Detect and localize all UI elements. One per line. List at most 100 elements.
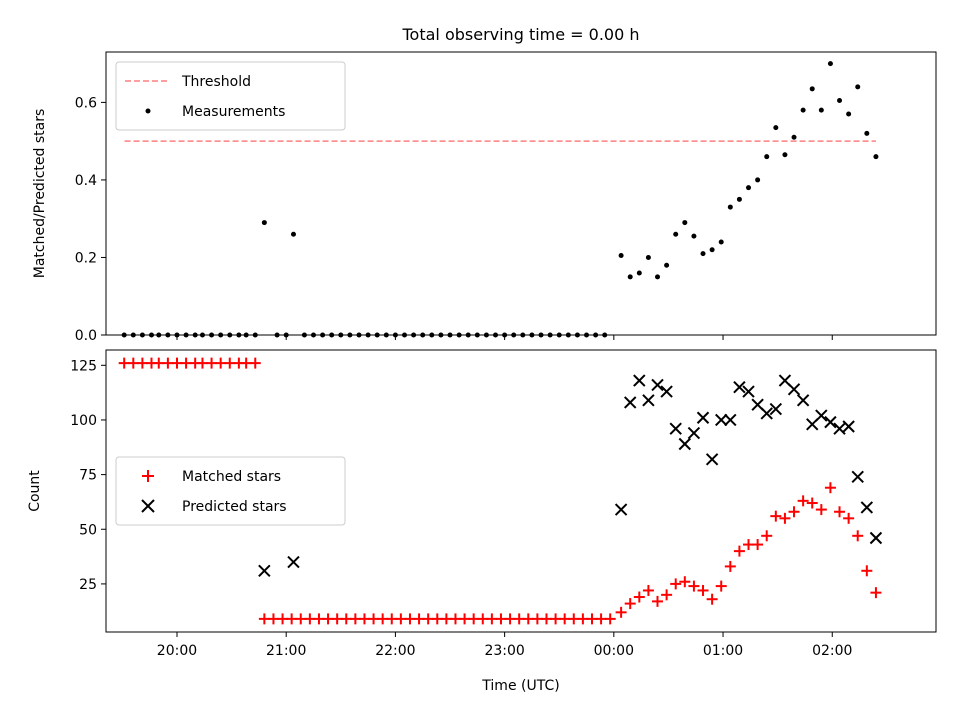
predicted-star-point bbox=[860, 501, 874, 514]
predicted-star-point bbox=[642, 394, 655, 407]
measurement-point bbox=[809, 86, 815, 92]
predicted-star-point bbox=[633, 374, 646, 387]
count-x-tick-label: 20:00 bbox=[157, 643, 197, 659]
measurement-point bbox=[736, 196, 742, 202]
matched-star-point bbox=[788, 506, 800, 518]
measurement-point bbox=[664, 262, 670, 268]
measurement-point bbox=[718, 239, 724, 245]
matched-star-point bbox=[870, 587, 882, 599]
measurement-point bbox=[800, 107, 806, 113]
count-y-tick-label: 100 bbox=[70, 413, 97, 429]
legend-predicted-swatch bbox=[141, 499, 155, 513]
ratio-y-tick-label: 0.0 bbox=[75, 328, 97, 344]
measurement-point bbox=[636, 270, 642, 276]
measurement-point bbox=[791, 134, 797, 140]
count-panel-frame bbox=[105, 349, 937, 633]
matched-star-point bbox=[249, 357, 261, 369]
ratio-y-tick-label: 0.4 bbox=[75, 173, 97, 189]
matched-star-point bbox=[679, 576, 691, 588]
count-y-tick-label: 125 bbox=[70, 358, 97, 374]
measurement-point bbox=[673, 231, 679, 237]
count-x-tick-label: 22:00 bbox=[375, 643, 415, 659]
matched-star-point bbox=[733, 545, 745, 557]
ratio-legend-box bbox=[115, 61, 346, 131]
matched-star-point bbox=[604, 613, 616, 625]
predicted-star-point bbox=[724, 413, 737, 427]
ratio-y-tick-label: 0.6 bbox=[75, 95, 97, 111]
measurement-point bbox=[746, 185, 752, 191]
ratio-panel: 0.0 0.2 0.4 0.6 Matched/Predicted stars Thr… bbox=[32, 51, 937, 344]
predicted-star-point bbox=[851, 470, 864, 483]
predicted-star-point bbox=[815, 409, 828, 422]
predicted-star-point bbox=[824, 415, 837, 429]
predicted-star-point bbox=[258, 564, 271, 577]
predicted-star-point bbox=[842, 420, 855, 433]
count-y-label: Count bbox=[27, 470, 43, 512]
count-x-tick-label: 21:00 bbox=[266, 643, 306, 659]
matched-star-point bbox=[852, 530, 864, 542]
measurement-point bbox=[261, 220, 267, 226]
matched-star-point bbox=[752, 539, 764, 551]
legend-threshold-label: Threshold bbox=[181, 74, 251, 90]
matched-star-point bbox=[670, 578, 682, 590]
predicted-star-point bbox=[669, 422, 682, 435]
matched-star-point bbox=[770, 510, 782, 522]
count-y-axis: 25 50 75 100 125 bbox=[70, 358, 106, 593]
measurement-point bbox=[837, 97, 843, 103]
predicted-star-point bbox=[287, 555, 300, 569]
count-x-axis: 20:00 21:00 22:00 23:00 00:00 01:00 02:00 bbox=[157, 632, 852, 659]
count-x-tick-label: 23:00 bbox=[484, 643, 524, 659]
count-legend: Matched stars Predicted stars bbox=[115, 456, 346, 526]
ratio-y-tick-label: 0.2 bbox=[75, 250, 97, 266]
matched-star-point bbox=[806, 497, 818, 509]
measurement-point bbox=[827, 61, 833, 67]
measurement-point bbox=[782, 152, 788, 158]
measurement-point bbox=[627, 274, 633, 280]
measurement-point bbox=[290, 231, 296, 237]
matched-star-point bbox=[715, 580, 727, 592]
matched-star-point bbox=[615, 606, 627, 618]
predicted-star-point bbox=[769, 402, 783, 416]
predicted-star-point bbox=[614, 503, 628, 516]
measurement-point bbox=[727, 204, 733, 210]
predicted-star-point bbox=[624, 396, 637, 409]
ratio-y-label: Matched/Predicted stars bbox=[32, 109, 48, 279]
measurement-point bbox=[864, 130, 870, 136]
measurement-point bbox=[618, 253, 624, 259]
measurement-point bbox=[846, 111, 852, 117]
predicted-star-point bbox=[660, 385, 673, 398]
count-x-tick-label: 01:00 bbox=[703, 643, 743, 659]
count-x-tick-label: 02:00 bbox=[812, 643, 852, 659]
matched-star-points bbox=[118, 357, 882, 625]
measurement-point bbox=[773, 125, 779, 131]
count-y-tick-label: 75 bbox=[79, 468, 97, 484]
ratio-panel-frame bbox=[105, 51, 937, 336]
matched-star-point bbox=[661, 589, 673, 601]
matched-star-point bbox=[843, 512, 855, 524]
x-axis-label: Time (UTC) bbox=[481, 678, 559, 694]
measurement-point bbox=[682, 220, 688, 226]
measurement-point bbox=[755, 177, 761, 183]
legend-matched-swatch bbox=[142, 470, 154, 482]
ratio-legend: Threshold Measurements bbox=[115, 61, 346, 131]
legend-predicted-label: Predicted stars bbox=[182, 499, 287, 515]
matched-star-point bbox=[797, 495, 809, 507]
measurement-point bbox=[855, 84, 861, 90]
count-y-tick-label: 50 bbox=[79, 522, 97, 538]
matched-star-point bbox=[706, 593, 718, 605]
legend-measurement-label: Measurements bbox=[182, 104, 285, 120]
predicted-star-point bbox=[696, 411, 710, 424]
figure-title: Total observing time = 0.00 h bbox=[401, 25, 639, 44]
matched-star-point bbox=[834, 506, 846, 518]
count-x-tick-label: 00:00 bbox=[594, 643, 634, 659]
matched-star-point bbox=[642, 584, 654, 596]
measurement-point bbox=[645, 254, 651, 260]
predicted-star-point bbox=[705, 453, 719, 466]
measurement-point bbox=[700, 251, 706, 257]
predicted-star-point bbox=[760, 407, 773, 420]
legend-matched-label: Matched stars bbox=[182, 469, 281, 485]
count-panel: 25 50 75 100 125 20:00 21:00 22:00 23:00 00:00 01… bbox=[27, 349, 937, 694]
predicted-star-point bbox=[869, 531, 883, 545]
measurement-point bbox=[818, 107, 824, 113]
predicted-star-points bbox=[258, 374, 883, 577]
